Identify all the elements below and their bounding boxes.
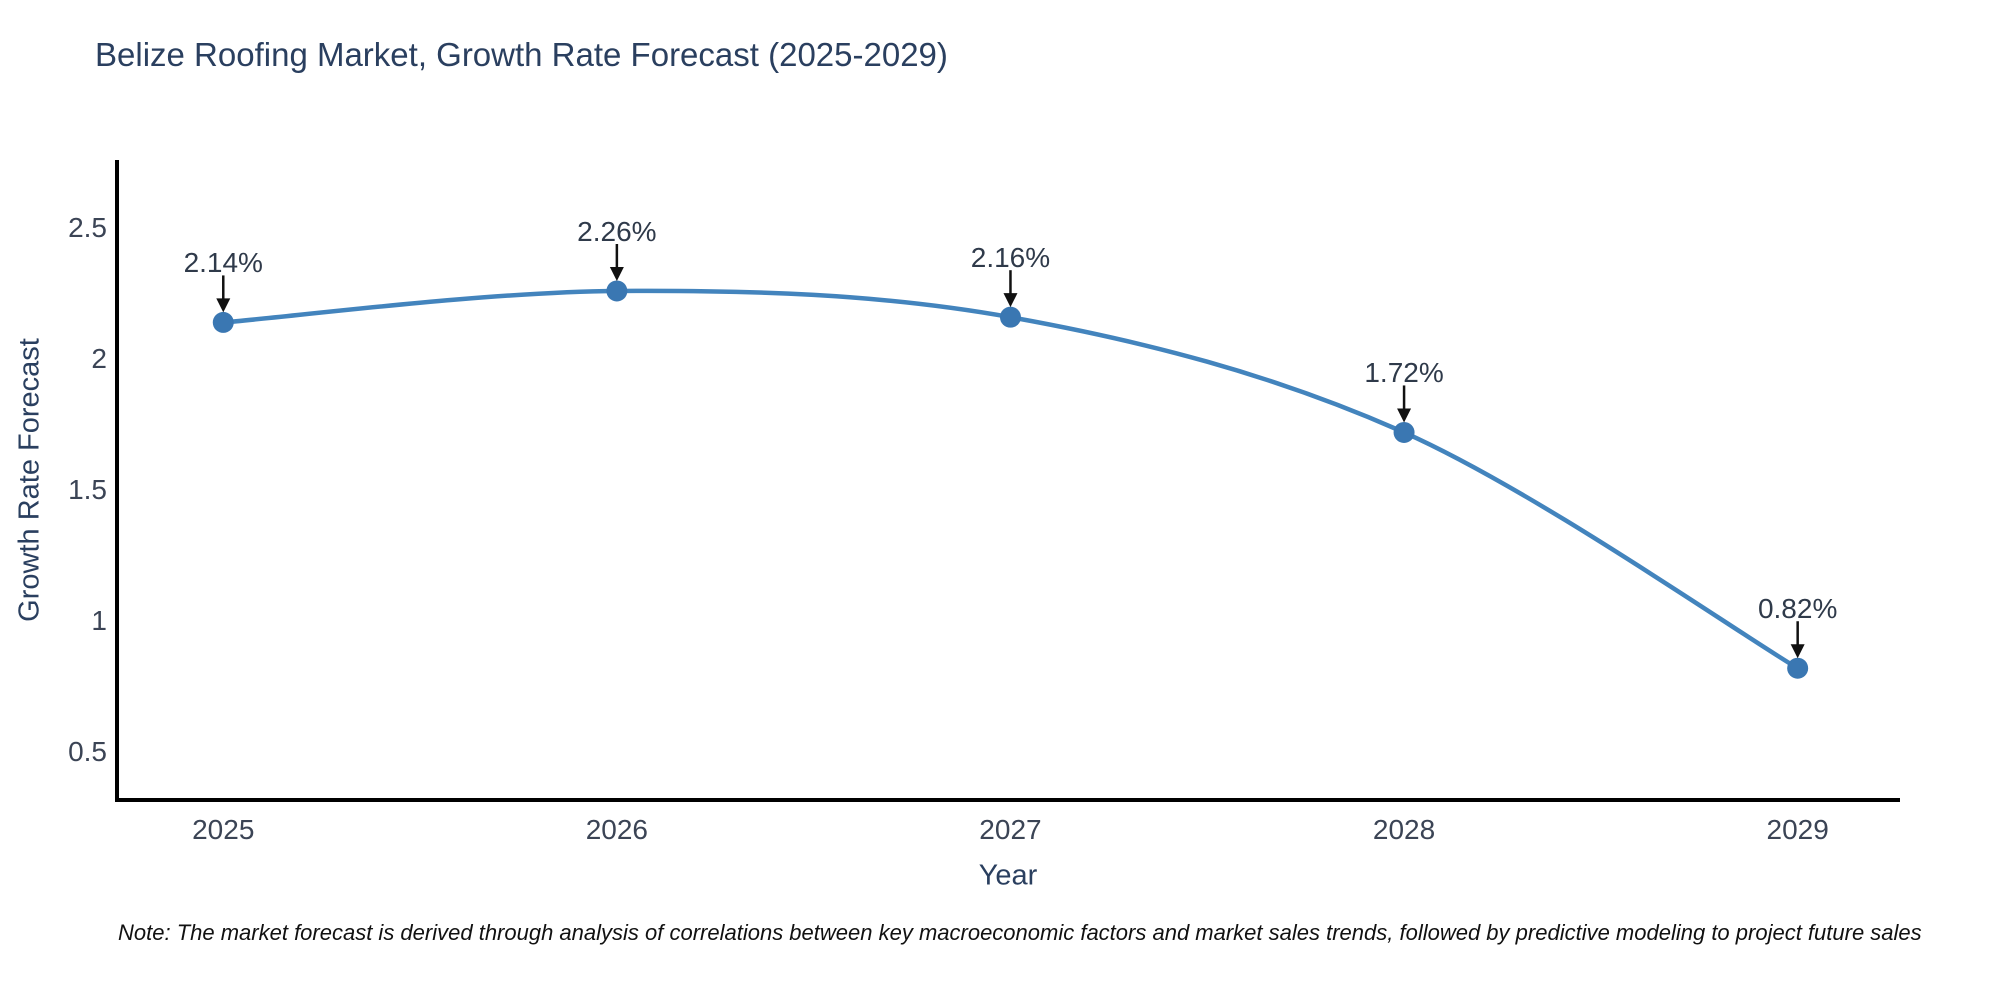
y-tick-label: 1: [91, 605, 107, 637]
point-value-label: 2.16%: [970, 242, 1051, 274]
x-tick-label: 2025: [192, 814, 255, 845]
point-value-label: 0.82%: [1757, 593, 1838, 625]
point-value-label: 2.26%: [577, 215, 657, 247]
data-point-marker: [999, 306, 1021, 328]
chart-title: Belize Roofing Market, Growth Rate Forec…: [95, 36, 948, 73]
point-value-label: 1.72%: [1364, 357, 1444, 389]
footnote: Note: The market forecast is derived thr…: [118, 920, 1922, 945]
data-point-marker: [606, 280, 628, 302]
forecast-line: [221, 288, 1800, 671]
y-tick-label: 1.5: [68, 474, 107, 506]
annotation-arrowhead-icon: [1790, 644, 1805, 659]
x-axis-title: Year: [978, 859, 1038, 892]
annotation-arrowhead-icon: [609, 266, 624, 281]
y-tick-label: 2: [91, 343, 107, 375]
point-value-label: 2.14%: [183, 247, 263, 279]
annotation-arrowhead-icon: [1397, 408, 1412, 423]
data-point-marker: [1787, 657, 1809, 679]
data-point-marker: [212, 311, 234, 333]
x-tick-label: 2027: [979, 814, 1042, 845]
annotation-arrowhead-icon: [216, 298, 231, 313]
y-tick-label: 2.5: [68, 212, 107, 244]
x-tick-label: 2028: [1372, 814, 1436, 845]
data-point-marker: [1393, 421, 1415, 443]
annotation-arrowhead-icon: [1003, 293, 1018, 308]
x-tick-label: 2026: [585, 814, 648, 845]
x-tick-label: 2029: [1766, 814, 1829, 845]
y-tick-label: 0.5: [68, 736, 107, 768]
